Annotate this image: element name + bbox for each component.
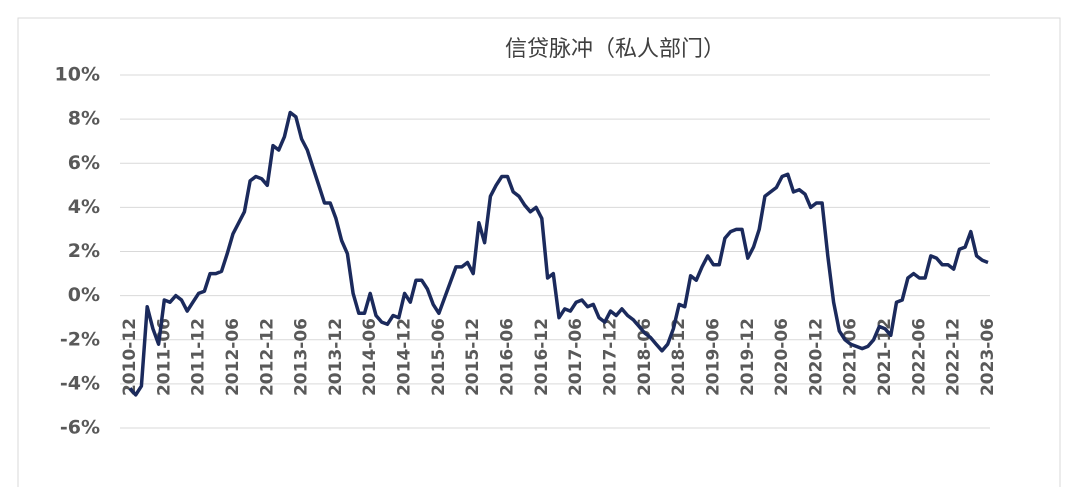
x-tick-label: 2011-06	[154, 318, 174, 396]
x-tick-label: 2022-06	[909, 318, 929, 396]
x-tick-label: 2011-12	[189, 318, 209, 396]
x-tick-label: 2016-12	[532, 318, 552, 396]
y-tick-label: 4%	[68, 196, 100, 218]
x-tick-label: 2014-06	[360, 318, 380, 396]
y-tick-label: -4%	[60, 372, 100, 394]
x-tick-label: 2021-06	[841, 318, 861, 396]
y-tick-label: -2%	[60, 328, 100, 350]
x-tick-label: 2021-12	[875, 318, 895, 396]
x-tick-label: 2017-12	[600, 318, 620, 396]
y-tick-label: 6%	[68, 152, 100, 174]
data-line	[128, 110, 989, 397]
y-tick-label: 8%	[68, 108, 100, 130]
x-tick-label: 2020-06	[772, 318, 792, 396]
y-tick-label: -6%	[60, 417, 100, 439]
x-tick-label: 2023-06	[978, 318, 998, 396]
x-tick-label: 2015-06	[429, 318, 449, 396]
y-tick-label: 0%	[68, 284, 100, 306]
chart-title: 信贷脉冲（私人部门）	[505, 37, 725, 62]
x-tick-label: 2014-12	[395, 318, 415, 396]
x-tick-label: 2013-06	[292, 318, 312, 396]
x-tick-label: 2019-12	[738, 318, 758, 396]
x-tick-label: 2016-06	[498, 318, 518, 396]
x-tick-label: 2015-12	[463, 318, 483, 396]
x-tick-label: 2017-06	[566, 318, 586, 396]
x-tick-label: 2018-06	[635, 318, 655, 396]
chart-frame	[17, 17, 1061, 487]
x-tick-label: 2013-12	[326, 318, 346, 396]
x-tick-label: 2019-06	[703, 318, 723, 396]
x-tick-label: 2012-06	[223, 318, 243, 396]
y-tick-label: 2%	[68, 240, 100, 262]
x-tick-label: 2010-12	[120, 318, 140, 396]
x-tick-label: 2012-12	[257, 318, 277, 396]
y-tick-label: 10%	[55, 64, 100, 86]
x-tick-label: 2022-12	[944, 318, 964, 396]
x-tick-label: 2018-12	[669, 318, 689, 396]
x-tick-label: 2020-12	[806, 318, 826, 396]
